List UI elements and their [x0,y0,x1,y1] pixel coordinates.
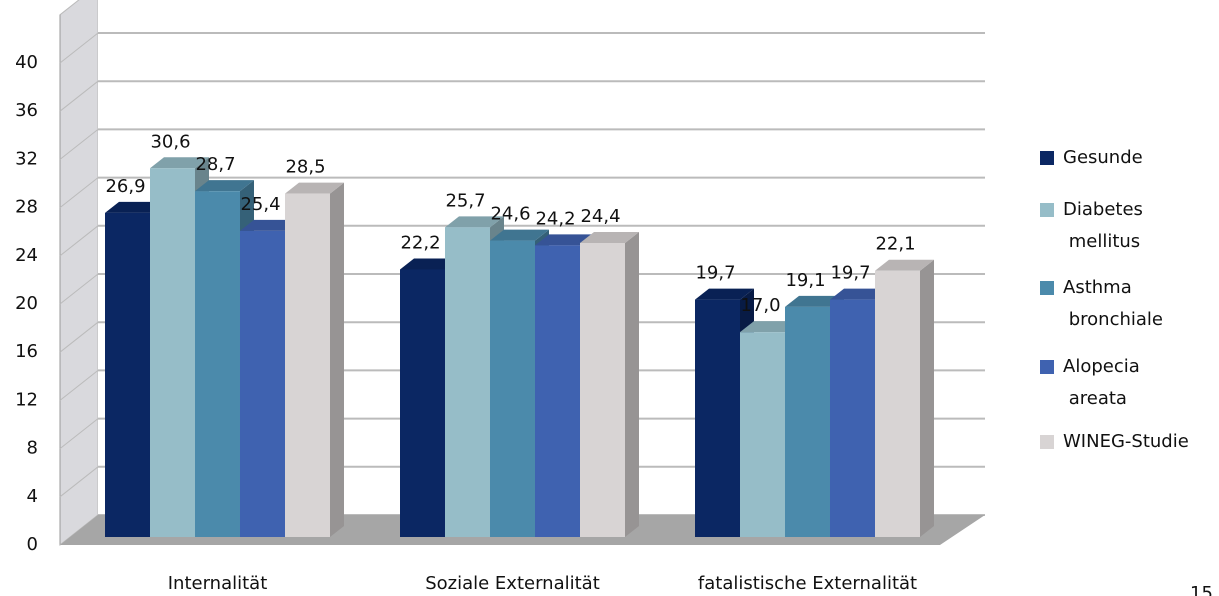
y-tick-label: 36 [15,100,38,121]
side-grid-line [59,32,99,64]
legend-swatch [1040,435,1054,449]
legend-swatch [1040,151,1054,165]
y-tick-label: 12 [15,389,38,410]
bar-front [490,240,535,537]
data-label: 26,9 [105,176,145,197]
legend-label: Diabetes mellitus [1063,199,1143,252]
data-label: 28,7 [195,154,235,175]
legend-label: Asthma bronchiale [1063,277,1163,330]
bar [580,231,639,538]
bar-front [740,332,785,537]
y-tick-label: 0 [27,534,38,555]
y-tick-label: 20 [15,293,38,314]
side-grid-line [59,370,99,401]
bar [875,259,934,537]
bar-front [105,212,150,538]
bar-top [240,219,299,231]
bar-top [150,157,209,169]
bar-top [580,231,639,243]
side-grid-line [59,466,99,498]
data-label: 24,2 [535,208,575,229]
bar [285,182,344,537]
bar-side [920,259,934,537]
bar-side [330,182,344,537]
bar-top [445,216,504,228]
bar-front [830,299,875,537]
bar-top [105,201,164,213]
bar-front [580,242,625,538]
side-grid-line [59,273,99,305]
data-label: 17,0 [740,295,780,316]
bar-top [785,295,844,307]
bar-front [195,191,240,538]
side-grid-line [59,321,99,353]
x-tick-label: Soziale Externalität [425,573,600,594]
bar-top [695,288,754,300]
side-grid-line [59,129,99,160]
legend-label: Alopecia areata [1063,356,1140,409]
y-tick-label: 8 [27,438,38,459]
page-number: 15 [1190,583,1213,596]
y-tick-label: 40 [15,52,38,73]
data-label: 28,5 [285,157,325,178]
bar-top [195,180,254,192]
bar-front [445,227,490,537]
bar-front [150,168,195,537]
y-tick-label: 32 [15,148,38,169]
bar-top [490,229,549,241]
bar-front [240,230,285,537]
bar-top [400,258,459,270]
data-label: 22,2 [400,232,440,253]
legend-label: Gesunde [1063,147,1143,168]
legend-label: WINEG-Studie [1063,431,1189,452]
data-label: 25,7 [445,190,485,211]
y-tick-label: 24 [15,245,38,266]
bar-side [625,231,639,538]
y-tick-label: 16 [15,341,38,362]
legend-swatch [1040,281,1054,295]
data-label: 25,4 [240,194,280,215]
data-label: 19,1 [785,270,825,291]
bar-front [535,245,580,537]
bar-front [695,299,740,537]
x-tick-label: Internalität [168,573,268,594]
legend-swatch [1040,203,1054,217]
data-label: 24,6 [490,204,530,225]
side-grid-line [59,80,99,112]
y-tick-label: 28 [15,197,38,218]
bar-top [535,234,594,246]
data-label: 19,7 [695,263,735,284]
bar-front [785,306,830,537]
bar-top [875,259,934,271]
bar-front [875,270,920,537]
y-tick-label: 4 [27,486,38,507]
side-wall [59,0,99,547]
bar-top [740,321,799,333]
bar-front [400,269,445,537]
data-label: 22,1 [875,234,915,255]
side-grid-line [59,225,99,257]
data-label: 30,6 [150,131,190,152]
data-label: 19,7 [830,263,870,284]
data-label: 24,4 [580,206,620,227]
side-grid-line [59,418,99,449]
bar-top [285,182,344,194]
bar-front [285,193,330,537]
x-tick-label: fatalistische Externalität [698,573,917,594]
bar-top [830,288,889,300]
side-grid-line [59,177,99,208]
legend-swatch [1040,360,1054,374]
